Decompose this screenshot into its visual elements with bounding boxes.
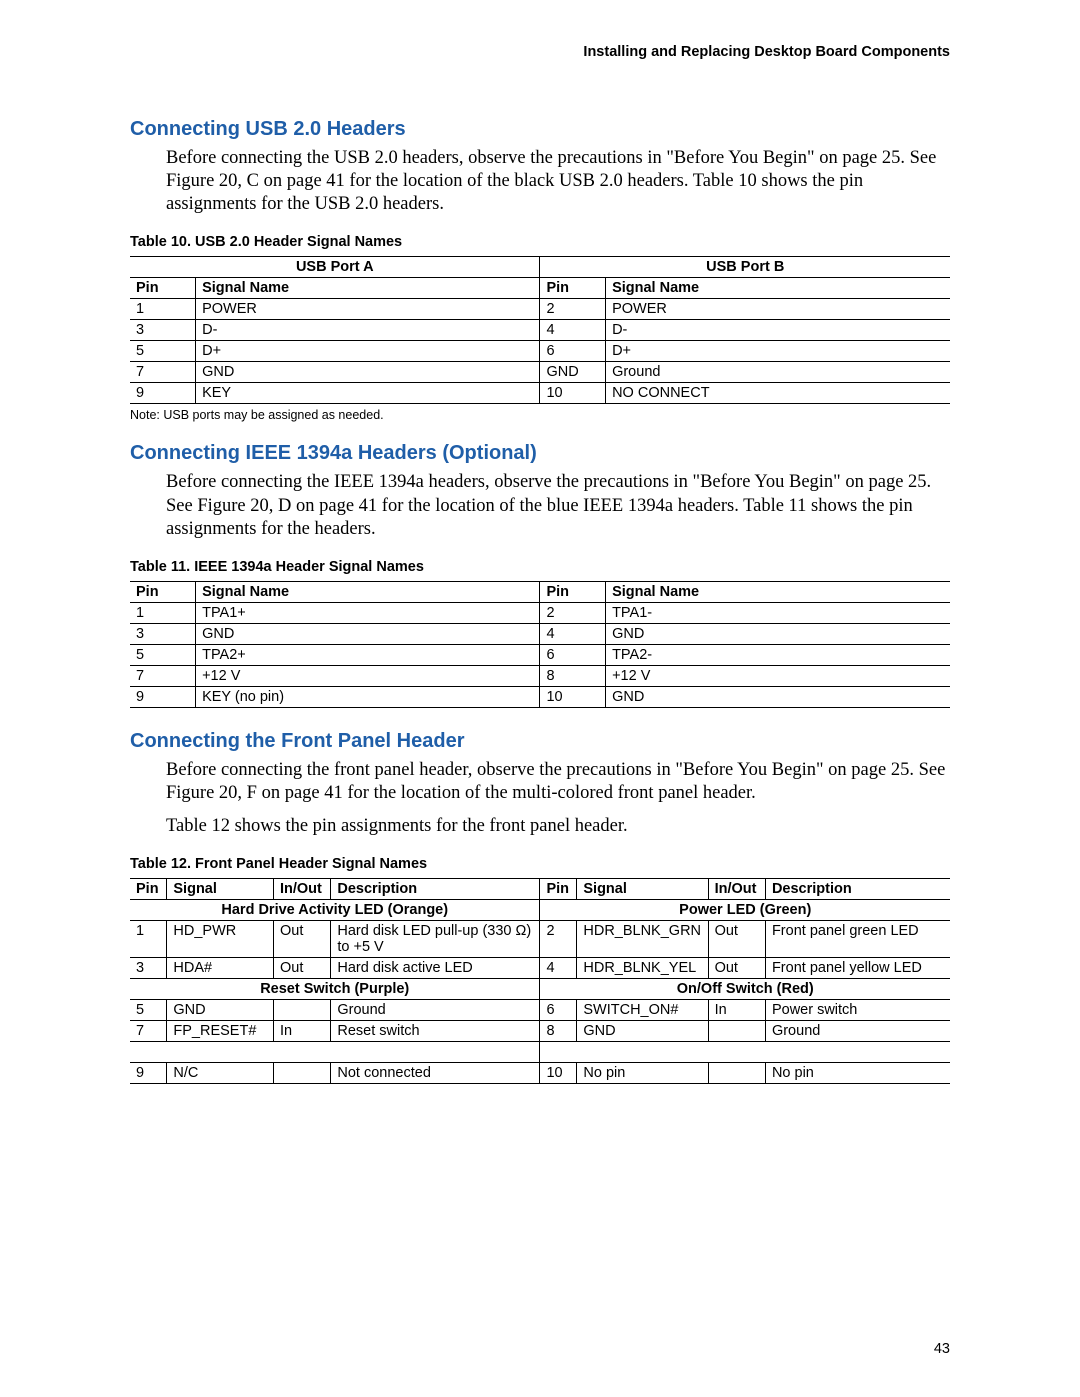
group-reset: Reset Switch (Purple)	[130, 979, 540, 1000]
col-pin: Pin	[540, 879, 577, 900]
table-row: 1HD_PWROutHard disk LED pull-up (330 Ω) …	[130, 921, 950, 958]
heading-1394: Connecting IEEE 1394a Headers (Optional)	[130, 442, 950, 465]
col-pin: Pin	[130, 278, 196, 299]
table-row: Pin Signal Name Pin Signal Name	[130, 278, 950, 299]
group-header-b: USB Port B	[540, 257, 950, 278]
note-usb: Note: USB ports may be assigned as neede…	[130, 408, 950, 422]
table-row: 9N/CNot connected 10No pinNo pin	[130, 1063, 950, 1084]
page-number: 43	[934, 1341, 950, 1357]
table-row: 1POWER2POWER	[130, 299, 950, 320]
group-onoff: On/Off Switch (Red)	[540, 979, 950, 1000]
running-header: Installing and Replacing Desktop Board C…	[130, 44, 950, 60]
caption-table10: Table 10. USB 2.0 Header Signal Names	[130, 234, 950, 250]
table-row: Reset Switch (Purple) On/Off Switch (Red…	[130, 979, 950, 1000]
page: Installing and Replacing Desktop Board C…	[0, 0, 1080, 1397]
caption-table12: Table 12. Front Panel Header Signal Name…	[130, 856, 950, 872]
table-row: 9KEY10NO CONNECT	[130, 383, 950, 404]
col-signal: Signal	[167, 879, 274, 900]
table-row: Pin Signal In/Out Description Pin Signal…	[130, 879, 950, 900]
table-1394: Pin Signal Name Pin Signal Name 1TPA1+2T…	[130, 581, 950, 708]
table-row: 3GND4GND	[130, 623, 950, 644]
table-row: 3HDA#OutHard disk active LED 4HDR_BLNK_Y…	[130, 958, 950, 979]
table-usb: USB Port A USB Port B Pin Signal Name Pi…	[130, 256, 950, 404]
table-row: USB Port A USB Port B	[130, 257, 950, 278]
heading-usb: Connecting USB 2.0 Headers	[130, 118, 950, 141]
heading-frontpanel: Connecting the Front Panel Header	[130, 730, 950, 753]
body-1394: Before connecting the IEEE 1394a headers…	[166, 471, 950, 540]
col-signal: Signal Name	[196, 581, 540, 602]
col-inout: In/Out	[273, 879, 330, 900]
body-usb: Before connecting the USB 2.0 headers, o…	[166, 147, 950, 216]
table-row: 7GNDGNDGround	[130, 362, 950, 383]
group-power-led: Power LED (Green)	[540, 900, 950, 921]
body-frontpanel-2: Table 12 shows the pin assignments for t…	[166, 815, 950, 838]
table-row: 5GNDGround 6SWITCH_ON#InPower switch	[130, 1000, 950, 1021]
col-desc: Description	[765, 879, 950, 900]
table-row: 9KEY (no pin)10GND	[130, 686, 950, 707]
table-row: Hard Drive Activity LED (Orange) Power L…	[130, 900, 950, 921]
col-pin: Pin	[540, 278, 606, 299]
col-pin: Pin	[130, 581, 196, 602]
col-signal: Signal Name	[196, 278, 540, 299]
col-pin: Pin	[540, 581, 606, 602]
table-row: 5TPA2+6TPA2-	[130, 644, 950, 665]
col-signal: Signal	[577, 879, 708, 900]
table-row: Pin Signal Name Pin Signal Name	[130, 581, 950, 602]
table-row	[130, 1042, 950, 1063]
group-hd-led: Hard Drive Activity LED (Orange)	[130, 900, 540, 921]
col-signal: Signal Name	[606, 581, 950, 602]
group-header-a: USB Port A	[130, 257, 540, 278]
col-pin: Pin	[130, 879, 167, 900]
col-desc: Description	[331, 879, 540, 900]
table-row: 7+12 V8+12 V	[130, 665, 950, 686]
col-signal: Signal Name	[606, 278, 950, 299]
body-frontpanel: Before connecting the front panel header…	[166, 759, 950, 805]
table-row: 7FP_RESET#InReset switch 8GNDGround	[130, 1021, 950, 1042]
table-frontpanel: Pin Signal In/Out Description Pin Signal…	[130, 878, 950, 1084]
table-row: 5D+6D+	[130, 341, 950, 362]
caption-table11: Table 11. IEEE 1394a Header Signal Names	[130, 559, 950, 575]
col-inout: In/Out	[708, 879, 765, 900]
table-row: 3D-4D-	[130, 320, 950, 341]
table-row: 1TPA1+2TPA1-	[130, 602, 950, 623]
